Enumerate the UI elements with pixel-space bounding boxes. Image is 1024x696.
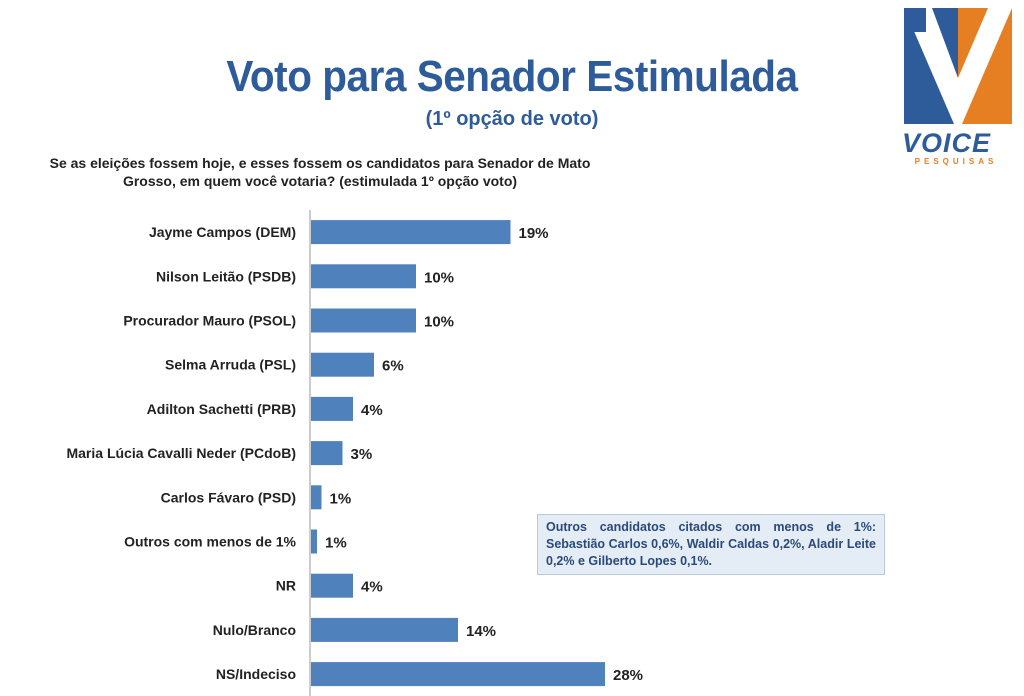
category-label: Procurador Mauro (PSOL) <box>123 313 296 329</box>
bar <box>311 352 374 377</box>
logo-wordmark: VOICE <box>902 128 992 158</box>
bar <box>311 485 322 510</box>
category-label: Selma Arruda (PSL) <box>165 357 296 373</box>
bar <box>311 396 353 421</box>
others-note: Outros candidatos citados com menos de 1… <box>537 514 885 575</box>
category-label: Jayme Campos (DEM) <box>149 224 296 240</box>
data-label: 4% <box>361 402 383 419</box>
data-label: 14% <box>466 623 496 640</box>
data-label: 19% <box>519 225 549 242</box>
category-label: Carlos Fávaro (PSD) <box>161 489 296 505</box>
category-label: Nilson Leitão (PSDB) <box>156 268 296 284</box>
bar <box>311 529 317 554</box>
data-label: 3% <box>351 446 373 463</box>
bar <box>311 573 353 598</box>
data-label: 28% <box>613 667 643 684</box>
data-label: 4% <box>361 579 383 596</box>
bar <box>311 441 343 466</box>
bar <box>311 264 416 289</box>
data-label: 1% <box>330 490 352 507</box>
bar <box>311 308 416 333</box>
survey-question: Se as eleições fossem hoje, e esses foss… <box>49 155 591 189</box>
bar <box>311 220 511 245</box>
category-label: Outros com menos de 1% <box>124 534 296 550</box>
category-label: Maria Lúcia Cavalli Neder (PCdoB) <box>66 445 296 461</box>
category-label: Nulo/Branco <box>213 622 296 638</box>
voice-logo-icon <box>904 8 1012 124</box>
logo-subtitle: PESQUISAS <box>914 157 998 166</box>
chart-title: Voto para Senador Estimulada <box>226 52 798 101</box>
chart-subtitle: (1º opção de voto) <box>425 108 599 130</box>
category-label: Adilton Sachetti (PRB) <box>147 401 296 417</box>
data-label: 10% <box>424 269 454 286</box>
bar <box>311 662 605 687</box>
data-label: 10% <box>424 314 454 331</box>
data-label: 1% <box>325 535 347 552</box>
category-label: NR <box>276 578 296 594</box>
category-label: NS/Indeciso <box>216 666 296 682</box>
bar <box>311 617 458 642</box>
data-label: 6% <box>382 358 404 375</box>
